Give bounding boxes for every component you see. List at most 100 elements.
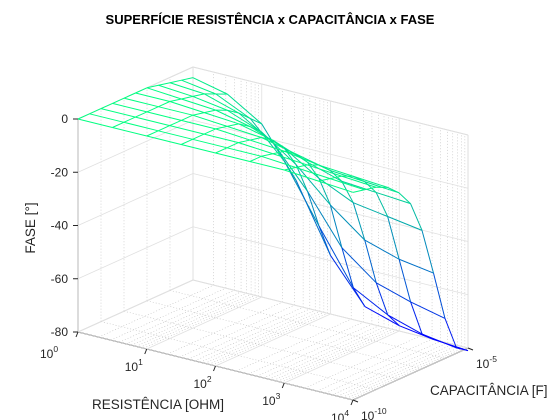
surface-mesh-edge: [261, 137, 274, 141]
surface-mesh-edge: [249, 139, 285, 152]
surface-mesh-edge: [100, 102, 113, 110]
surface-mesh-edge: [341, 175, 377, 188]
x-tick-label: 104: [331, 408, 349, 420]
surface-mesh-edge: [352, 189, 365, 193]
surface-mesh-edge: [146, 106, 159, 113]
surface-mesh-edge: [226, 142, 239, 149]
minor-grid-line-resistance: [188, 306, 304, 360]
surface-mesh-edge: [329, 178, 365, 191]
surface-mesh-edge: [158, 130, 193, 140]
surface-mesh-edge: [192, 77, 228, 95]
surface-mesh-edge: [146, 84, 159, 89]
y-tick-label: 10-5: [476, 354, 497, 371]
surface-mesh-edge: [353, 287, 389, 316]
z-axis-label: FASE [°]: [23, 202, 38, 253]
surface-mesh-edge: [307, 191, 320, 227]
surface-mesh-edge: [341, 181, 354, 203]
chart-title: SUPERFÍCIE RESISTÊNCIA x CAPACITÂNCIA x …: [106, 12, 435, 27]
surface-mesh-edge: [181, 95, 193, 100]
surface-mesh-edge: [100, 108, 136, 118]
surface-mesh-edge: [364, 239, 377, 283]
grid-line-capacitance: [146, 300, 423, 370]
surface-mesh-edge: [146, 135, 182, 145]
x-axis-label: RESISTÊNCIA [OHM]: [92, 397, 224, 412]
surface-mesh-edge: [226, 147, 262, 157]
surface-mesh-edge: [398, 192, 411, 204]
minor-grid-line-resistance: [125, 291, 242, 345]
surface-mesh-edge: [410, 301, 423, 335]
minor-grid-line-resistance: [143, 295, 259, 349]
surface-mesh-edge: [181, 79, 217, 95]
grid-line-capacitance: [100, 321, 377, 390]
y-tick-mark: [352, 399, 359, 403]
surface-mesh-edge: [181, 144, 216, 154]
minor-grid-line-resistance: [135, 294, 252, 347]
surface-mesh-edge: [284, 150, 296, 155]
surface-mesh-edge: [318, 177, 354, 204]
minor-grid-line-resistance: [346, 346, 462, 399]
surface-mesh-edge: [295, 164, 308, 168]
surface-mesh-edge: [192, 138, 228, 149]
x-tick-mark: [144, 348, 148, 355]
grid-line-phase: [192, 66, 469, 136]
surface-mesh-edge: [352, 287, 366, 307]
surface-mesh-edge: [284, 148, 297, 165]
surface-mesh-edge: [376, 282, 411, 303]
surface-mesh-edge: [123, 97, 159, 108]
surface-mesh-edge: [318, 164, 331, 171]
y-tick-label: 10-10: [361, 406, 387, 420]
z-tick-label: -80: [51, 325, 69, 339]
surface-mesh-edge: [112, 121, 125, 128]
surface-mesh-edge: [135, 87, 148, 94]
surface-mesh-edge: [204, 93, 239, 114]
surface-mesh-edge: [123, 116, 136, 123]
surface-mesh-edge: [330, 204, 366, 241]
z-tick-label: -20: [51, 165, 69, 179]
surface-mesh: [77, 77, 469, 352]
grid-line-phase: [77, 279, 194, 333]
surface-mesh-edge: [215, 147, 228, 154]
surface-mesh-edge: [284, 166, 296, 171]
surface-mesh-edge: [341, 180, 377, 193]
axis-ticks: 0 -20 -40 -60 -80 100 101 102 103 104 10-10 10-5: [40, 112, 497, 420]
minor-grid-line-resistance: [332, 342, 448, 396]
grid-line-phase: [77, 119, 194, 173]
surface-mesh-edge: [181, 98, 216, 111]
surface-mesh-edge: [227, 123, 239, 127]
minor-grid-line-resistance: [248, 321, 364, 375]
surface-mesh-edge: [307, 164, 342, 177]
minor-grid-line-resistance: [98, 284, 214, 338]
minor-grid-line-resistance: [337, 343, 453, 397]
surface-mesh-edge: [398, 258, 434, 274]
grid-line-phase: [192, 226, 469, 296]
surface-mesh-edge: [329, 170, 343, 182]
x-tick-mark: [281, 382, 285, 389]
minor-grid-line-resistance: [200, 309, 316, 363]
minor-grid-line-resistance: [325, 340, 441, 394]
surface-mesh-edge: [77, 118, 113, 128]
surface-mesh-edge: [112, 127, 147, 137]
surface-mesh-edge: [238, 142, 274, 155]
surface-mesh-edge: [146, 130, 159, 137]
surface-mesh-edge: [295, 153, 308, 163]
surface-mesh-edge: [192, 95, 228, 111]
minor-grid-line-resistance: [304, 335, 421, 389]
minor-grid-line-resistance: [277, 329, 393, 382]
surface-mesh-edge: [192, 112, 205, 116]
surface-mesh-edge: [123, 121, 159, 132]
surface-mesh-edge: [226, 125, 262, 139]
x-tick-label: 100: [40, 344, 58, 361]
surface-mesh-edge: [261, 131, 274, 144]
minor-grid-line-resistance: [167, 301, 283, 355]
minor-grid-line-resistance: [110, 287, 226, 341]
surface-mesh-edge: [238, 139, 251, 144]
surface-mesh-edge: [364, 306, 400, 327]
surface-mesh-edge: [215, 128, 251, 141]
minor-grid-line-resistance: [131, 292, 247, 346]
grid-line-resistance: [215, 313, 331, 367]
surface-mesh-edge: [261, 155, 296, 168]
surface-mesh-edge: [318, 225, 331, 256]
surface-mesh-edge: [158, 101, 171, 108]
z-tick-label: -40: [51, 219, 69, 233]
